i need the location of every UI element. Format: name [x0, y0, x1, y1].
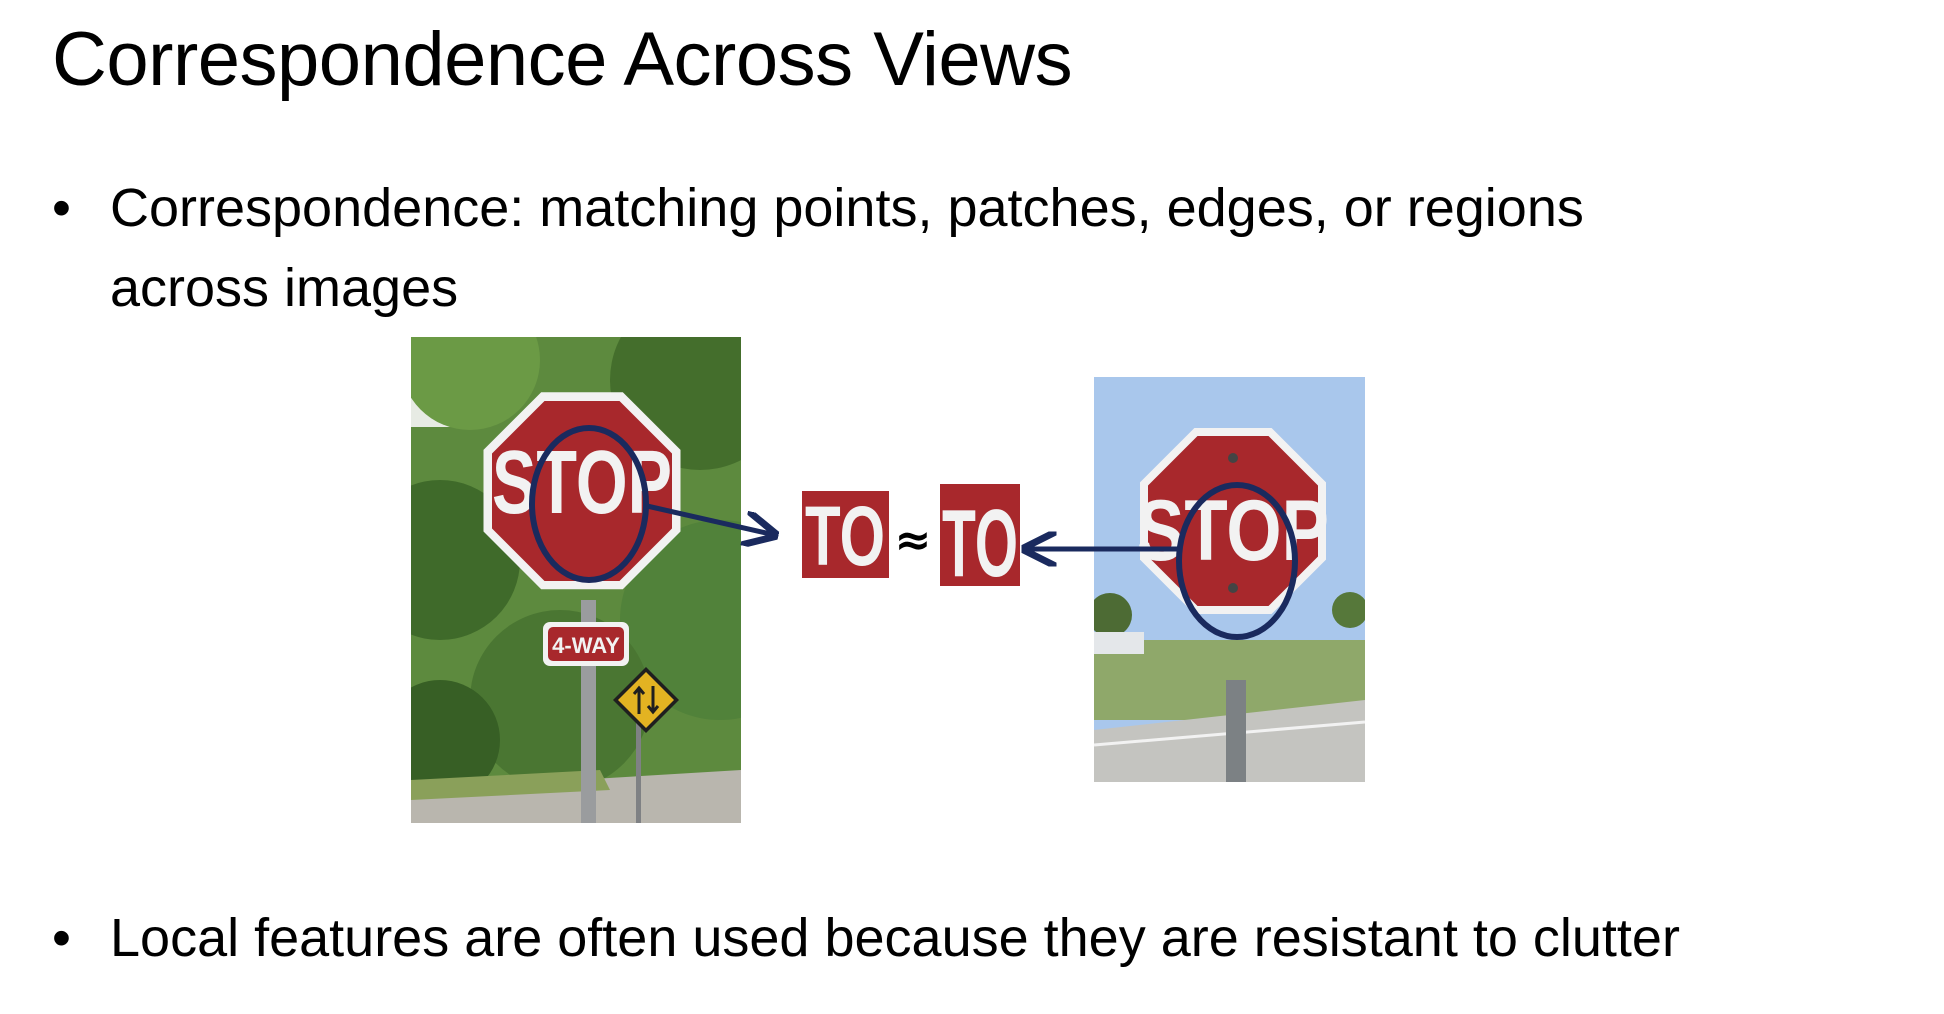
left-patch-text: TO [805, 489, 885, 583]
slide-title: Correspondence Across Views [52, 17, 1073, 102]
left-stop-sign-photo: STOP 4-WAY [411, 337, 741, 823]
left-arrow [646, 503, 775, 535]
approx-symbol: ≈ [895, 515, 932, 566]
bullet-text-line2: across images [110, 258, 459, 318]
right-highlight-ellipse [1176, 482, 1298, 640]
right-patch: TO [940, 484, 1020, 597]
left-4way-text: 4-WAY [552, 633, 620, 658]
bullet-text-line1: Correspondence: matching points, patches… [110, 178, 1584, 238]
right-stop-sign-photo: STOP [1094, 377, 1365, 782]
right-stop-text: STOP [1137, 483, 1329, 579]
bullet-text-line1: Local features are often used because th… [110, 908, 1680, 968]
left-highlight-ellipse [529, 425, 649, 583]
left-patch: TO [802, 489, 889, 583]
right-patch-text: TO [942, 490, 1018, 597]
bullet-dot: • [52, 178, 71, 238]
bullet-dot: • [52, 908, 71, 968]
